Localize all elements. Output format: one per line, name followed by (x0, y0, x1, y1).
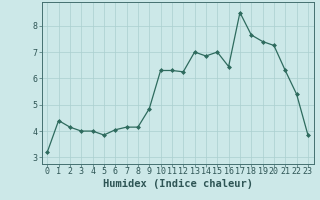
X-axis label: Humidex (Indice chaleur): Humidex (Indice chaleur) (103, 179, 252, 189)
